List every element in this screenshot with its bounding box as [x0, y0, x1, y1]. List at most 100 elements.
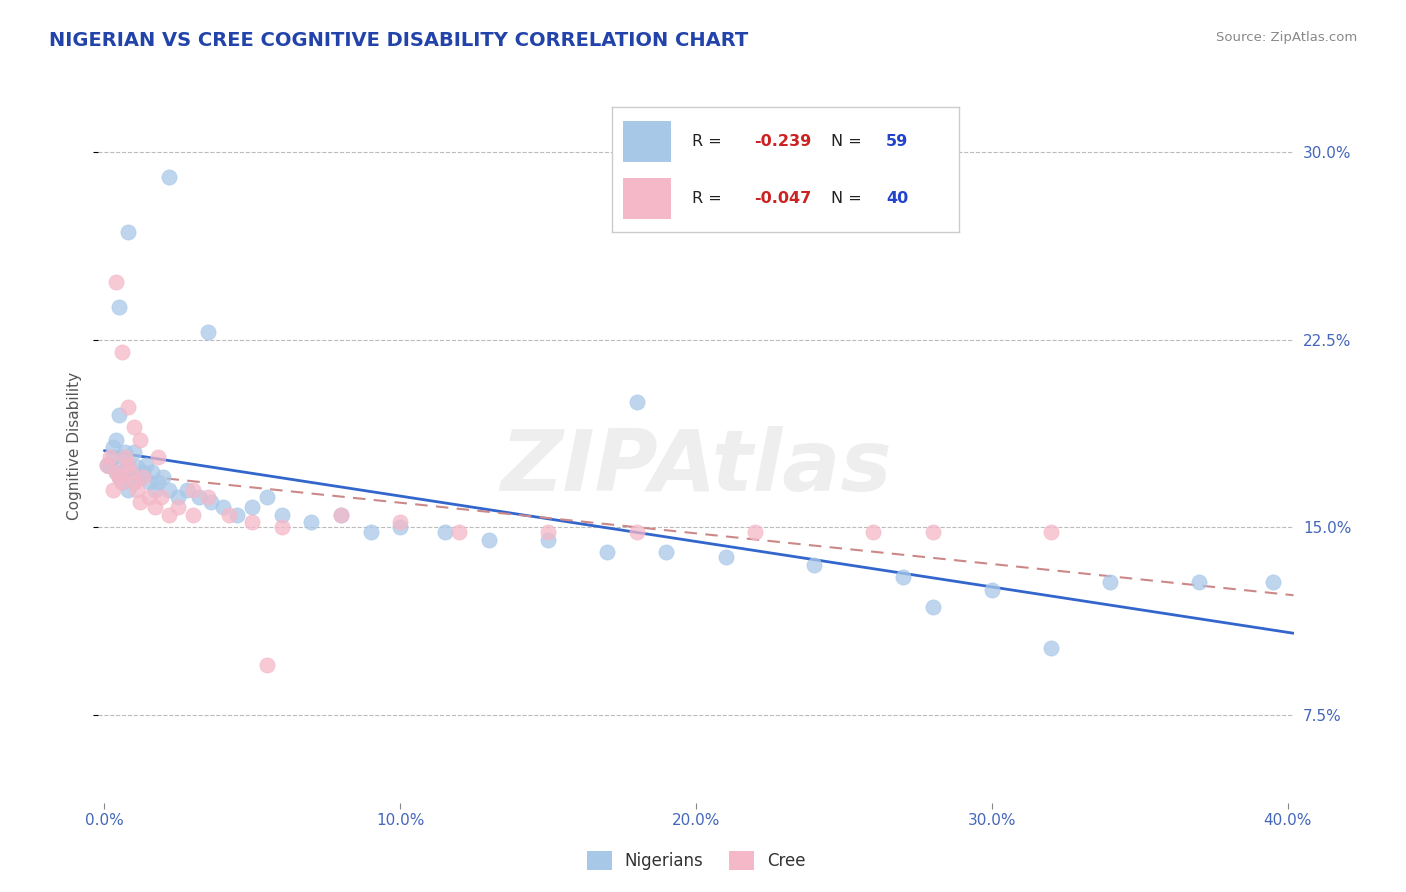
- Point: [98, 450, 121, 465]
- Point: [1099, 575, 1122, 590]
- Point: [197, 491, 219, 505]
- Point: [105, 465, 128, 479]
- Point: [1039, 640, 1062, 655]
- Point: [96, 458, 118, 472]
- Point: [330, 508, 353, 522]
- Point: [143, 483, 166, 497]
- Point: [108, 408, 131, 422]
- Point: [360, 525, 382, 540]
- Point: [108, 470, 131, 484]
- Point: [141, 465, 163, 479]
- Point: [176, 483, 198, 497]
- Point: [122, 445, 145, 459]
- Point: [270, 508, 292, 522]
- Point: [181, 483, 204, 497]
- Point: [114, 450, 136, 465]
- Point: [240, 516, 263, 530]
- Point: [803, 558, 825, 572]
- Text: Source: ZipAtlas.com: Source: ZipAtlas.com: [1216, 31, 1357, 45]
- Text: ZIPAtlas: ZIPAtlas: [501, 425, 891, 509]
- Point: [111, 345, 134, 359]
- Point: [537, 533, 560, 547]
- Point: [389, 516, 412, 530]
- Point: [921, 600, 943, 615]
- Point: [105, 275, 128, 289]
- Point: [188, 491, 211, 505]
- Point: [744, 525, 766, 540]
- Point: [449, 525, 471, 540]
- Point: [143, 500, 166, 515]
- Point: [157, 508, 180, 522]
- Point: [103, 450, 125, 465]
- Point: [226, 508, 249, 522]
- Point: [132, 470, 155, 484]
- Point: [211, 500, 233, 515]
- Point: [157, 169, 180, 184]
- Point: [655, 545, 678, 559]
- Point: [103, 483, 125, 497]
- Point: [120, 465, 142, 479]
- Point: [105, 465, 128, 479]
- Point: [596, 545, 619, 559]
- Point: [256, 491, 278, 505]
- Point: [122, 420, 145, 434]
- Point: [218, 508, 240, 522]
- Point: [200, 495, 222, 509]
- Point: [980, 582, 1002, 597]
- Point: [167, 491, 190, 505]
- Point: [197, 325, 219, 339]
- Point: [117, 458, 139, 472]
- Point: [128, 495, 150, 509]
- Point: [114, 445, 136, 459]
- Point: [270, 520, 292, 534]
- Point: [146, 450, 169, 465]
- Text: NIGERIAN VS CREE COGNITIVE DISABILITY CORRELATION CHART: NIGERIAN VS CREE COGNITIVE DISABILITY CO…: [49, 31, 748, 50]
- Point: [111, 475, 134, 490]
- Point: [138, 491, 160, 505]
- Point: [132, 465, 155, 479]
- Point: [157, 483, 180, 497]
- Point: [128, 433, 150, 447]
- Point: [135, 458, 157, 472]
- Point: [117, 225, 139, 239]
- Point: [122, 475, 145, 490]
- Point: [117, 400, 139, 414]
- Point: [122, 475, 145, 490]
- Point: [714, 550, 737, 565]
- Point: [108, 300, 131, 314]
- Point: [103, 440, 125, 454]
- Point: [626, 525, 648, 540]
- Point: [128, 470, 150, 484]
- Point: [299, 516, 322, 530]
- Point: [125, 483, 148, 497]
- Legend: Nigerians, Cree: Nigerians, Cree: [579, 844, 813, 877]
- Point: [862, 525, 884, 540]
- Point: [433, 525, 456, 540]
- Y-axis label: Cognitive Disability: Cognitive Disability: [67, 372, 83, 520]
- Point: [626, 395, 648, 409]
- Point: [146, 475, 169, 490]
- Point: [167, 500, 190, 515]
- Point: [120, 465, 142, 479]
- Point: [138, 475, 160, 490]
- Point: [152, 470, 174, 484]
- Point: [478, 533, 501, 547]
- Point: [117, 483, 139, 497]
- Point: [98, 458, 121, 472]
- Point: [111, 475, 134, 490]
- Point: [117, 458, 139, 472]
- Point: [1188, 575, 1211, 590]
- Point: [105, 433, 128, 447]
- Point: [96, 458, 118, 472]
- Point: [181, 508, 204, 522]
- Point: [240, 500, 263, 515]
- Point: [125, 460, 148, 475]
- Point: [389, 520, 412, 534]
- Point: [330, 508, 353, 522]
- Point: [537, 525, 560, 540]
- Point: [1261, 575, 1284, 590]
- Point: [111, 450, 134, 465]
- Point: [114, 463, 136, 477]
- Point: [256, 658, 278, 673]
- Point: [1039, 525, 1062, 540]
